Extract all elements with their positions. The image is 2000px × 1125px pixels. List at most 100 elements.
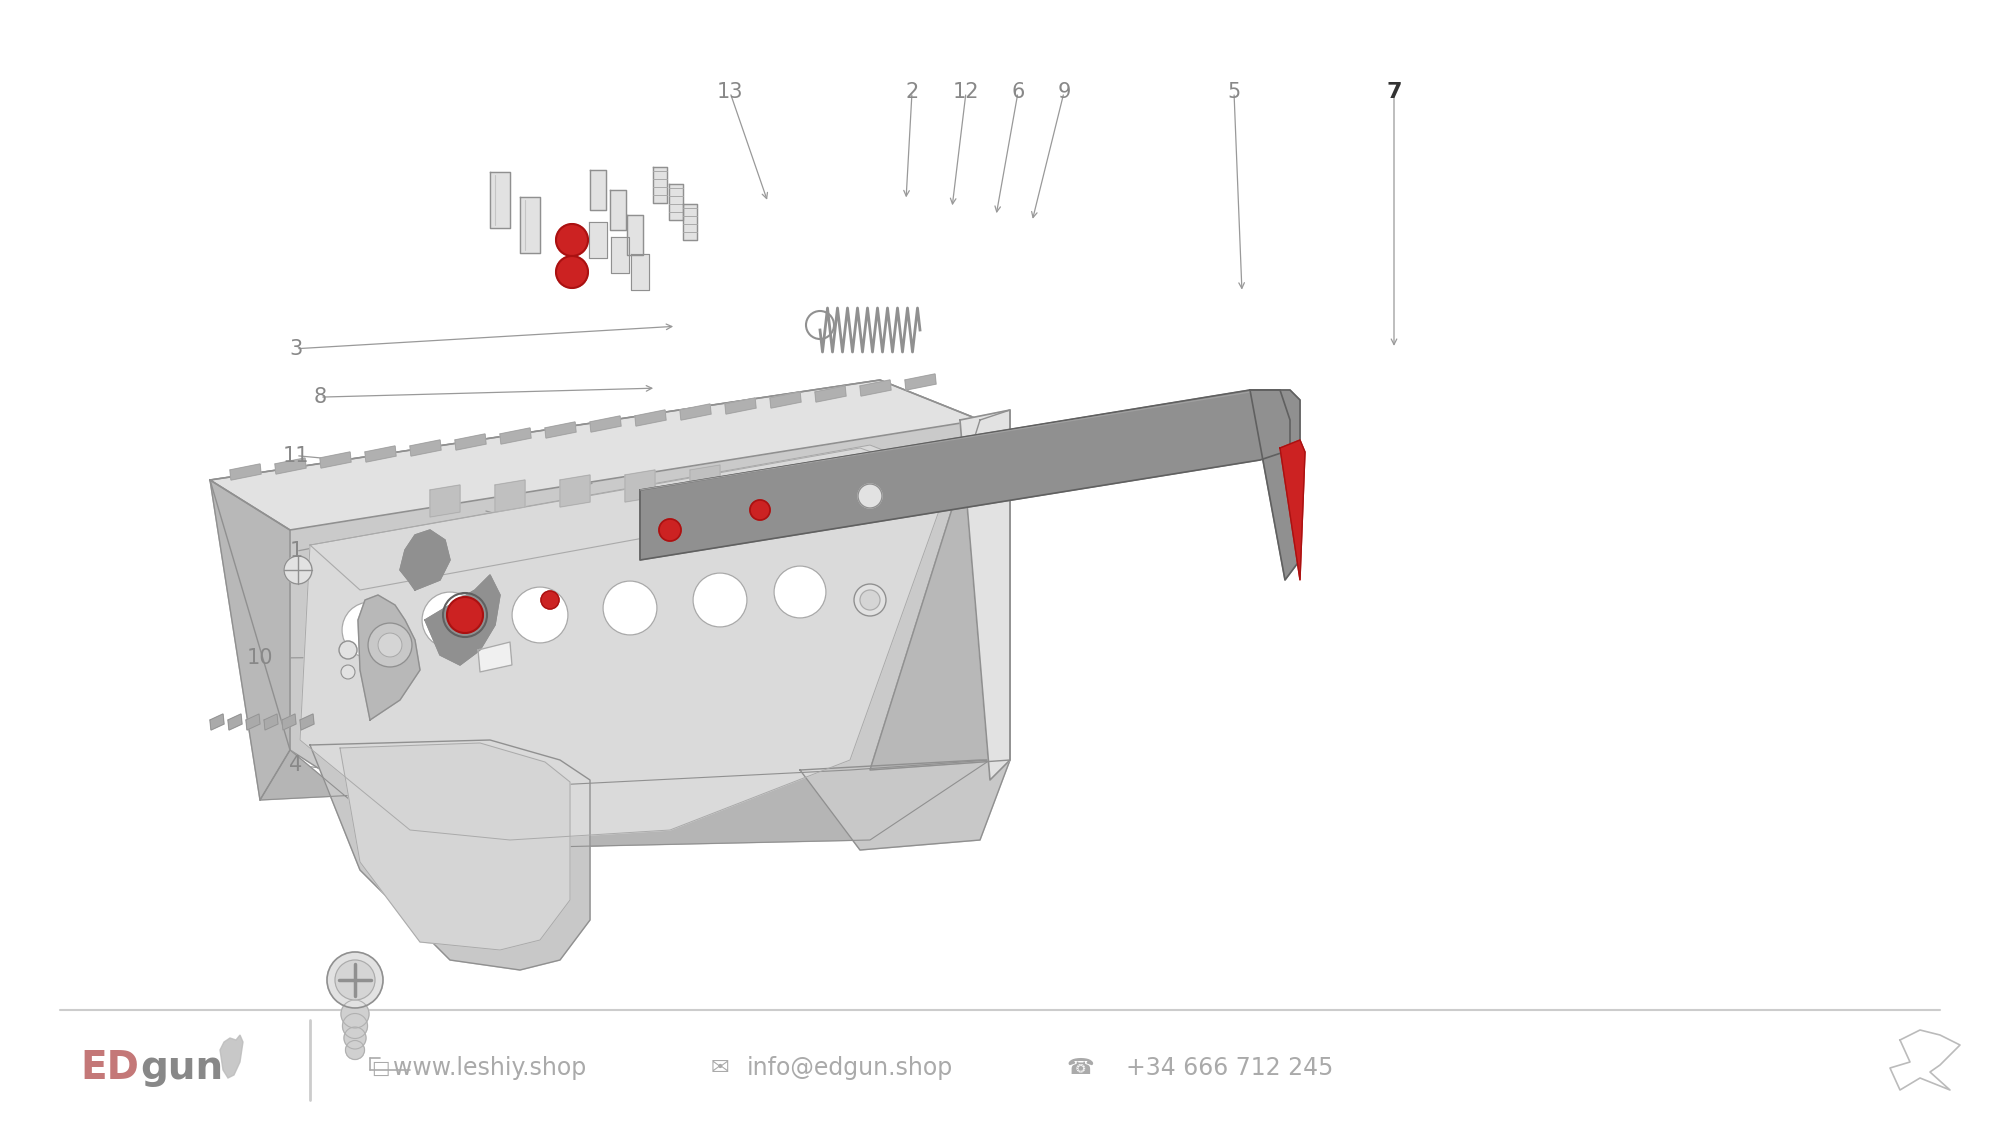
Polygon shape bbox=[246, 714, 260, 730]
Circle shape bbox=[660, 519, 680, 541]
Polygon shape bbox=[500, 428, 532, 444]
Polygon shape bbox=[220, 1035, 244, 1078]
Text: 12: 12 bbox=[952, 82, 980, 102]
Polygon shape bbox=[496, 480, 524, 512]
Polygon shape bbox=[640, 390, 1290, 560]
Polygon shape bbox=[456, 434, 486, 450]
Polygon shape bbox=[800, 760, 1010, 850]
Circle shape bbox=[344, 1027, 366, 1048]
Text: 3: 3 bbox=[290, 339, 302, 359]
Polygon shape bbox=[282, 714, 296, 730]
Polygon shape bbox=[310, 740, 590, 970]
Polygon shape bbox=[636, 410, 666, 426]
Polygon shape bbox=[230, 464, 260, 480]
Text: ED: ED bbox=[80, 1048, 138, 1087]
Text: 1: 1 bbox=[290, 541, 302, 561]
Polygon shape bbox=[652, 166, 668, 202]
Polygon shape bbox=[684, 204, 698, 240]
Polygon shape bbox=[628, 215, 644, 255]
Polygon shape bbox=[816, 386, 846, 402]
Polygon shape bbox=[624, 470, 656, 502]
Circle shape bbox=[368, 623, 412, 667]
Circle shape bbox=[340, 1000, 368, 1028]
Text: ✉: ✉ bbox=[710, 1058, 730, 1078]
Polygon shape bbox=[210, 380, 980, 530]
Polygon shape bbox=[560, 475, 590, 507]
Text: 11: 11 bbox=[282, 446, 310, 466]
Text: ☎: ☎ bbox=[1066, 1058, 1094, 1078]
Text: +34 666 712 245: +34 666 712 245 bbox=[1126, 1056, 1334, 1080]
Text: 10: 10 bbox=[246, 648, 274, 668]
Polygon shape bbox=[610, 190, 626, 229]
Circle shape bbox=[328, 952, 384, 1008]
Polygon shape bbox=[260, 750, 990, 850]
Polygon shape bbox=[590, 170, 606, 210]
Polygon shape bbox=[770, 392, 800, 408]
Text: □: □ bbox=[370, 1059, 390, 1078]
Polygon shape bbox=[264, 714, 278, 730]
Polygon shape bbox=[430, 485, 460, 518]
Polygon shape bbox=[690, 465, 720, 497]
Polygon shape bbox=[668, 184, 684, 220]
Polygon shape bbox=[544, 422, 576, 438]
Circle shape bbox=[858, 484, 882, 508]
Polygon shape bbox=[300, 714, 314, 730]
Text: 2: 2 bbox=[906, 82, 918, 102]
Circle shape bbox=[774, 566, 826, 618]
Circle shape bbox=[422, 592, 478, 648]
Circle shape bbox=[342, 1014, 368, 1038]
Text: 13: 13 bbox=[716, 82, 744, 102]
Circle shape bbox=[694, 573, 748, 627]
Text: 4: 4 bbox=[290, 755, 302, 775]
Circle shape bbox=[284, 556, 312, 584]
Circle shape bbox=[448, 597, 484, 633]
Circle shape bbox=[860, 590, 880, 610]
Circle shape bbox=[342, 602, 398, 658]
Polygon shape bbox=[904, 374, 936, 390]
Text: 7: 7 bbox=[1386, 82, 1402, 102]
Polygon shape bbox=[424, 575, 500, 665]
Polygon shape bbox=[680, 404, 712, 420]
Text: 5: 5 bbox=[1228, 82, 1240, 102]
Circle shape bbox=[512, 587, 568, 643]
Polygon shape bbox=[588, 222, 608, 258]
Circle shape bbox=[336, 960, 376, 1000]
Text: 6: 6 bbox=[1012, 82, 1024, 102]
Polygon shape bbox=[228, 714, 242, 730]
Circle shape bbox=[340, 641, 356, 659]
Circle shape bbox=[378, 633, 402, 657]
Text: info@edgun.shop: info@edgun.shop bbox=[746, 1056, 954, 1080]
Polygon shape bbox=[490, 172, 510, 228]
Circle shape bbox=[556, 256, 588, 288]
Circle shape bbox=[540, 591, 560, 609]
Polygon shape bbox=[310, 446, 960, 590]
Polygon shape bbox=[632, 254, 648, 290]
Polygon shape bbox=[520, 197, 540, 253]
Polygon shape bbox=[210, 714, 224, 730]
Polygon shape bbox=[478, 642, 512, 672]
Circle shape bbox=[604, 580, 656, 634]
Polygon shape bbox=[210, 380, 980, 850]
Polygon shape bbox=[960, 410, 1010, 780]
Circle shape bbox=[556, 224, 588, 256]
Circle shape bbox=[854, 584, 886, 616]
Polygon shape bbox=[364, 446, 396, 462]
Polygon shape bbox=[340, 742, 570, 950]
Circle shape bbox=[340, 665, 356, 680]
Polygon shape bbox=[300, 448, 950, 840]
Text: 8: 8 bbox=[314, 387, 326, 407]
Circle shape bbox=[750, 500, 770, 520]
Text: 9: 9 bbox=[1058, 82, 1070, 102]
Polygon shape bbox=[210, 480, 290, 800]
Polygon shape bbox=[870, 410, 1010, 770]
Polygon shape bbox=[612, 237, 628, 273]
Polygon shape bbox=[1280, 440, 1304, 580]
Polygon shape bbox=[400, 530, 450, 590]
Polygon shape bbox=[410, 440, 440, 456]
Text: www.leshiy.shop: www.leshiy.shop bbox=[394, 1056, 586, 1080]
Text: gun: gun bbox=[140, 1048, 224, 1087]
Polygon shape bbox=[1250, 390, 1300, 580]
Polygon shape bbox=[276, 458, 306, 474]
Polygon shape bbox=[590, 416, 620, 432]
Circle shape bbox=[346, 1041, 364, 1060]
